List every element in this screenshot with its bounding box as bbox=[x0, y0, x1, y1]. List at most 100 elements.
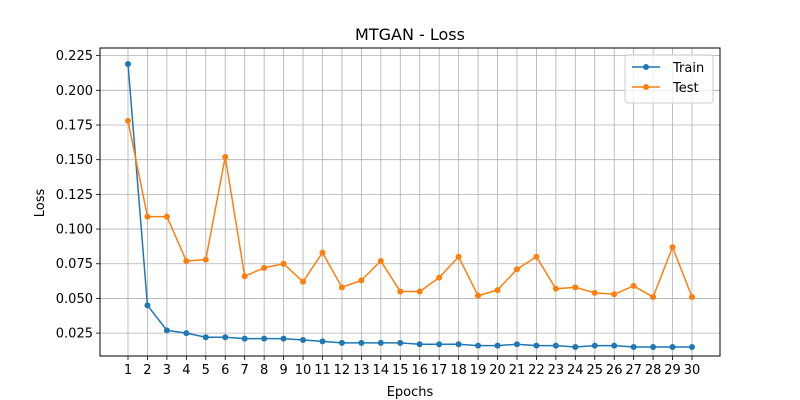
series-layer bbox=[125, 60, 695, 350]
data-point-test bbox=[241, 273, 248, 280]
data-point-train bbox=[300, 337, 307, 344]
x-tick-label: 22 bbox=[528, 363, 545, 378]
y-tick-label: 0.050 bbox=[56, 292, 93, 307]
data-point-test bbox=[689, 294, 695, 301]
x-tick-label: 4 bbox=[182, 363, 190, 378]
x-tick-label: 23 bbox=[548, 363, 565, 378]
grid bbox=[100, 48, 720, 356]
x-tick-label: 28 bbox=[645, 363, 662, 378]
legend-marker-train bbox=[643, 64, 649, 70]
series-test bbox=[125, 117, 695, 301]
data-point-test bbox=[183, 257, 190, 264]
data-point-train bbox=[572, 343, 579, 350]
series-line-train bbox=[127, 63, 692, 348]
data-point-train bbox=[416, 341, 423, 348]
data-point-test bbox=[222, 153, 229, 160]
y-tick-label: 0.175 bbox=[56, 119, 93, 134]
data-point-train bbox=[261, 335, 268, 342]
x-axis: 1 2 3 4 5 6 7 8 9 10 11 12 13 14 15 16 17 18 19 20 21 22 23 24 2… bbox=[124, 356, 700, 378]
data-point-test bbox=[397, 288, 404, 295]
data-point-train bbox=[163, 327, 170, 334]
x-tick-label: 20 bbox=[489, 363, 506, 378]
legend: Train Test bbox=[624, 54, 714, 104]
x-tick-label: 10 bbox=[295, 363, 312, 378]
y-tick-label: 0.075 bbox=[56, 257, 93, 272]
data-point-test bbox=[630, 282, 637, 289]
x-tick-label: 24 bbox=[567, 363, 584, 378]
data-point-test bbox=[416, 288, 423, 295]
data-point-test bbox=[650, 294, 657, 301]
data-point-train bbox=[669, 343, 676, 350]
x-tick-label: 12 bbox=[334, 363, 351, 378]
data-point-test bbox=[280, 260, 287, 267]
x-tick-label: 29 bbox=[664, 363, 681, 378]
x-tick-label: 27 bbox=[625, 363, 642, 378]
data-point-test bbox=[552, 285, 559, 292]
data-point-train bbox=[689, 343, 695, 350]
data-point-train bbox=[183, 330, 190, 337]
data-point-train bbox=[513, 341, 520, 348]
plot-area bbox=[99, 47, 721, 357]
x-tick-label: 26 bbox=[606, 363, 623, 378]
data-point-test bbox=[202, 256, 209, 263]
x-tick-label: 3 bbox=[163, 363, 171, 378]
y-axis: 0.025 0.050 0.075 0.100 0.125 0.150 0.175 0.200… bbox=[56, 49, 100, 342]
x-tick-label: 14 bbox=[373, 363, 390, 378]
data-point-train bbox=[144, 302, 151, 309]
data-point-test bbox=[436, 274, 443, 281]
data-point-test bbox=[494, 287, 501, 294]
x-tick-label: 1 bbox=[124, 363, 132, 378]
data-point-train bbox=[202, 334, 209, 341]
x-tick-label: 19 bbox=[470, 363, 487, 378]
y-axis-title: Loss bbox=[33, 189, 48, 218]
y-tick-label: 0.150 bbox=[56, 153, 93, 168]
x-tick-label: 21 bbox=[509, 363, 526, 378]
x-tick-label: 8 bbox=[260, 363, 268, 378]
data-point-test bbox=[358, 277, 365, 284]
data-point-test bbox=[377, 257, 384, 264]
y-tick-label: 0.025 bbox=[56, 327, 93, 342]
data-point-train bbox=[241, 335, 248, 342]
data-point-train bbox=[436, 341, 443, 348]
x-tick-label: 7 bbox=[241, 363, 249, 378]
y-tick-label: 0.225 bbox=[56, 49, 93, 64]
data-point-test bbox=[591, 289, 598, 296]
data-point-train bbox=[338, 339, 345, 346]
data-point-test bbox=[455, 253, 462, 260]
y-tick-label: 0.100 bbox=[56, 223, 93, 238]
data-point-train bbox=[475, 342, 482, 349]
legend-marker-test bbox=[643, 84, 649, 90]
data-point-test bbox=[533, 253, 540, 260]
data-point-test bbox=[338, 284, 345, 291]
x-tick-label: 25 bbox=[586, 363, 603, 378]
x-tick-label: 15 bbox=[392, 363, 409, 378]
y-tick-label: 0.125 bbox=[56, 188, 93, 203]
data-point-test bbox=[475, 292, 482, 299]
data-point-test bbox=[572, 284, 579, 291]
data-point-train bbox=[125, 60, 131, 67]
data-point-train bbox=[397, 339, 404, 346]
x-tick-label: 2 bbox=[143, 363, 151, 378]
series-train bbox=[125, 60, 695, 350]
data-point-train bbox=[552, 342, 559, 349]
data-point-test bbox=[163, 213, 170, 220]
data-point-train bbox=[455, 341, 462, 348]
x-tick-label: 6 bbox=[221, 363, 229, 378]
x-axis-title: Epochs bbox=[387, 385, 434, 400]
data-point-train bbox=[222, 334, 229, 341]
data-point-train bbox=[591, 342, 598, 349]
data-point-train bbox=[650, 343, 657, 350]
data-point-test bbox=[513, 266, 520, 273]
data-point-test bbox=[261, 264, 268, 271]
y-tick-label: 0.200 bbox=[56, 84, 93, 99]
x-tick-label: 13 bbox=[353, 363, 370, 378]
series-line-test bbox=[127, 120, 693, 298]
data-point-train bbox=[319, 338, 326, 345]
data-point-test bbox=[611, 291, 618, 298]
x-tick-label: 9 bbox=[279, 363, 287, 378]
data-point-test bbox=[125, 117, 131, 124]
data-point-test bbox=[144, 213, 151, 220]
data-point-train bbox=[280, 335, 287, 342]
legend-label-test: Test bbox=[672, 81, 699, 96]
